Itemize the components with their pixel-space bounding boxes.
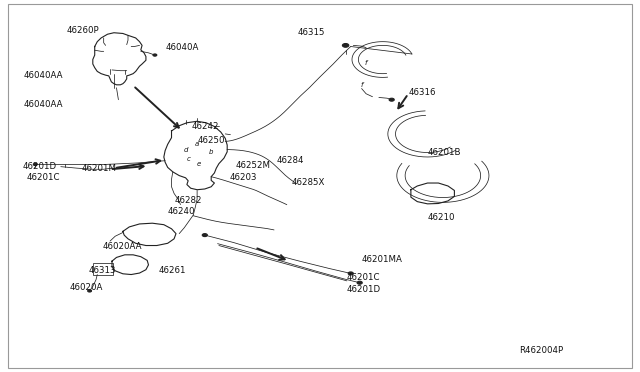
Text: a: a <box>195 141 199 147</box>
Text: 46201B: 46201B <box>428 148 461 157</box>
Text: e: e <box>196 161 200 167</box>
Text: f: f <box>360 82 363 88</box>
Text: 46201C: 46201C <box>27 173 60 182</box>
Text: 46201D: 46201D <box>347 285 381 294</box>
Text: b: b <box>209 149 214 155</box>
Text: 46201MA: 46201MA <box>362 255 403 264</box>
Text: f: f <box>365 60 367 66</box>
Circle shape <box>153 54 157 56</box>
Circle shape <box>202 234 207 237</box>
Text: 46240: 46240 <box>168 207 195 216</box>
Text: 46040AA: 46040AA <box>23 100 63 109</box>
Text: 46316: 46316 <box>408 88 436 97</box>
Text: 46201M: 46201M <box>82 164 117 173</box>
Text: 46252M: 46252M <box>236 161 271 170</box>
Text: 46313: 46313 <box>88 266 116 275</box>
Circle shape <box>88 290 92 292</box>
Text: 46260P: 46260P <box>67 26 99 35</box>
Text: 46020AA: 46020AA <box>102 242 142 251</box>
Circle shape <box>342 44 349 47</box>
Text: 46201C: 46201C <box>347 273 380 282</box>
Circle shape <box>33 163 37 166</box>
Text: 46020A: 46020A <box>69 283 102 292</box>
Bar <box>93 263 113 275</box>
Text: 46261: 46261 <box>159 266 186 275</box>
Circle shape <box>357 281 362 284</box>
Text: 46250: 46250 <box>197 136 225 145</box>
Text: 46242: 46242 <box>192 122 220 131</box>
Text: c: c <box>187 156 191 162</box>
Text: R462004P: R462004P <box>519 346 563 355</box>
Text: 46203: 46203 <box>229 173 257 182</box>
Text: 46284: 46284 <box>276 156 304 165</box>
Circle shape <box>348 272 353 275</box>
Text: 46210: 46210 <box>428 213 455 222</box>
Circle shape <box>389 98 394 101</box>
Text: 46285X: 46285X <box>291 178 324 187</box>
Text: 46040A: 46040A <box>165 43 198 52</box>
Text: d: d <box>183 147 188 153</box>
Text: 46282: 46282 <box>174 196 202 205</box>
Text: 46315: 46315 <box>298 28 325 37</box>
Text: 46040AA: 46040AA <box>23 71 63 80</box>
Text: 46201D: 46201D <box>22 162 56 171</box>
